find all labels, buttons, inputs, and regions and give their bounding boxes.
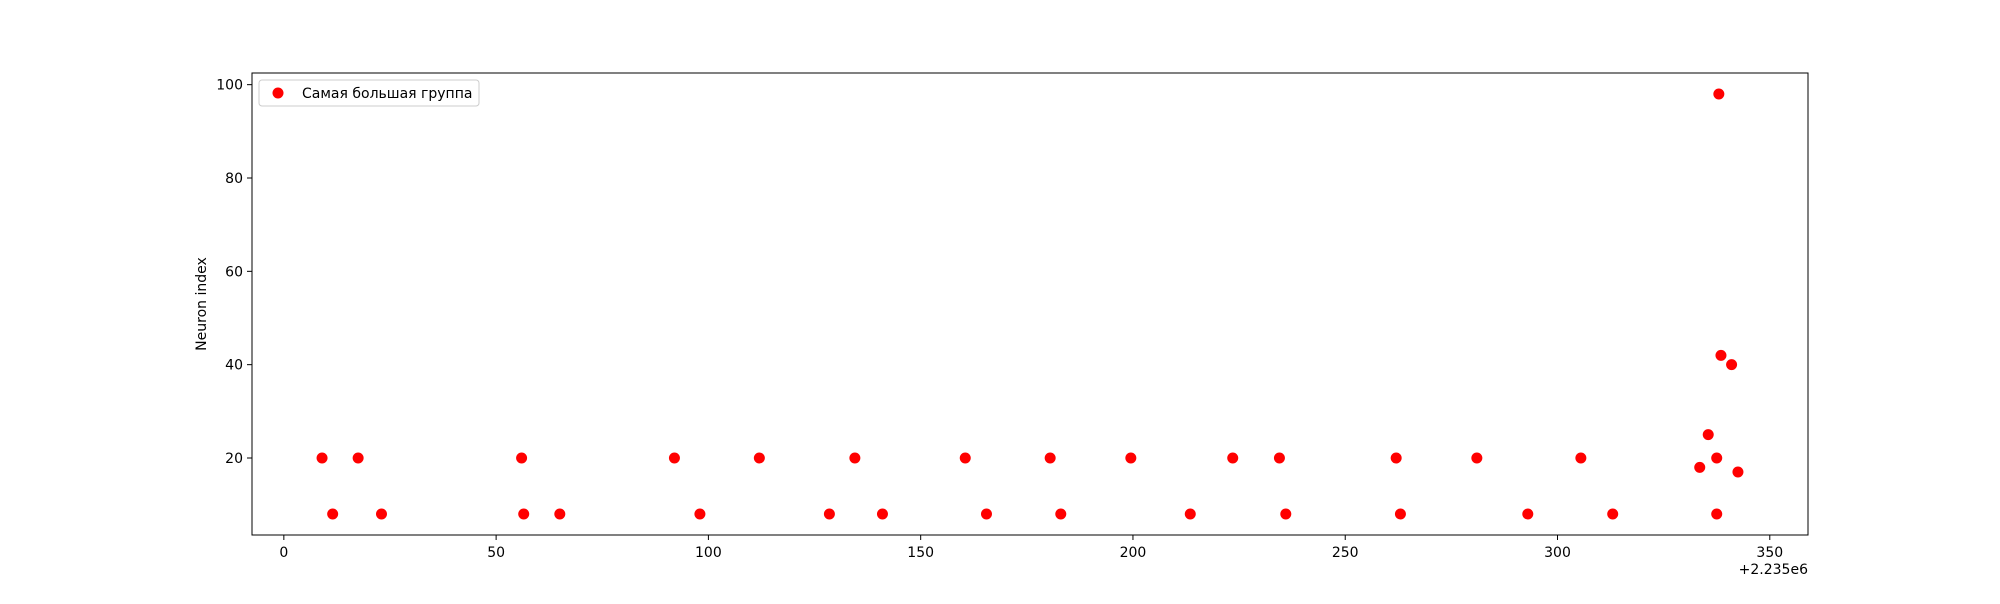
legend: Самая большая группа	[258, 79, 480, 107]
data-point	[1227, 452, 1239, 464]
data-point	[518, 508, 530, 520]
data-point	[753, 452, 765, 464]
data-point	[1390, 452, 1402, 464]
y-axis-ticks: 20 40 60 80 100	[216, 78, 252, 467]
y-tick-label: 80	[225, 171, 243, 187]
x-axis-ticks: 0 50 100 150 200 250 300 350	[279, 535, 1783, 561]
data-point	[1711, 508, 1723, 520]
data-point	[1694, 461, 1706, 473]
data-point	[1280, 508, 1292, 520]
data-point	[554, 508, 566, 520]
x-tick-label: 250	[1332, 545, 1359, 561]
x-tick-label: 350	[1756, 545, 1783, 561]
x-axis-offset-label: +2.235e6	[1739, 562, 1808, 578]
data-point	[1055, 508, 1067, 520]
data-point	[1125, 452, 1137, 464]
data-point	[1575, 452, 1587, 464]
data-point	[375, 508, 387, 520]
data-point	[668, 452, 680, 464]
x-tick-label: 50	[487, 545, 505, 561]
data-point	[823, 508, 835, 520]
y-tick-label: 20	[225, 451, 243, 467]
x-tick-label: 200	[1120, 545, 1147, 561]
data-point	[1607, 508, 1619, 520]
x-tick-label: 100	[695, 545, 722, 561]
legend-entry-label: Самая большая группа	[302, 86, 472, 102]
data-point	[849, 452, 861, 464]
y-axis-label: Neuron index	[194, 257, 210, 351]
legend-marker	[272, 87, 284, 99]
data-point	[980, 508, 992, 520]
data-point	[959, 452, 971, 464]
data-point	[352, 452, 364, 464]
y-tick-label: 40	[225, 358, 243, 374]
data-point	[1713, 88, 1725, 100]
x-tick-label: 0	[279, 545, 288, 561]
data-point	[694, 508, 706, 520]
data-points	[316, 88, 1744, 520]
data-point	[1184, 508, 1196, 520]
data-point	[1732, 466, 1744, 478]
legend-box	[258, 79, 480, 107]
data-point	[1715, 349, 1727, 361]
data-point	[1726, 359, 1738, 371]
data-point	[1394, 508, 1406, 520]
data-point	[327, 508, 339, 520]
data-point	[1471, 452, 1483, 464]
data-point	[516, 452, 528, 464]
x-tick-label: 300	[1544, 545, 1571, 561]
data-point	[316, 452, 328, 464]
x-tick-label: 150	[907, 545, 934, 561]
data-point	[1044, 452, 1056, 464]
data-point	[1711, 452, 1723, 464]
data-point	[1273, 452, 1285, 464]
data-point	[876, 508, 888, 520]
y-tick-label: 100	[216, 78, 243, 94]
y-tick-label: 60	[225, 264, 243, 280]
data-point	[1522, 508, 1534, 520]
data-point	[1702, 429, 1714, 441]
plot-frame	[251, 72, 1809, 536]
